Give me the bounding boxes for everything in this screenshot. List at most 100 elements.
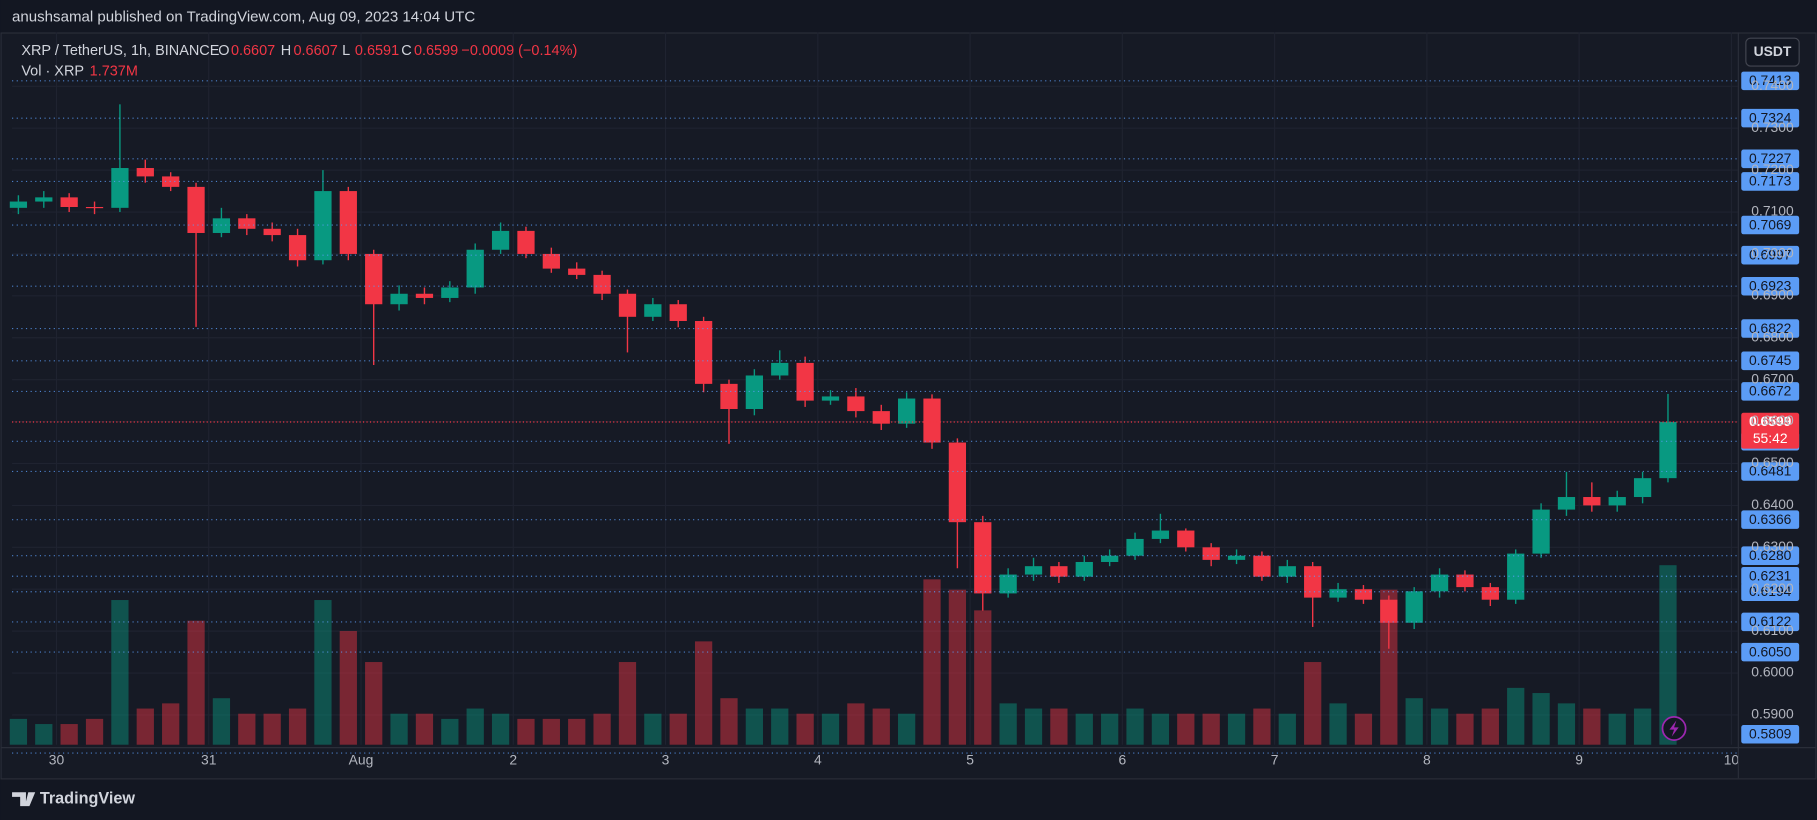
candle-body [923,398,941,443]
price-lines: 0.7413 0.7324 0.7227 0.7173 0.7069 0.6997 0.69… [12,71,1800,754]
price-line-label-box [1741,382,1800,401]
volume-bar [669,713,687,745]
candle-body [542,253,560,269]
candle-body [60,197,78,207]
candle-body [288,235,307,261]
candle-body [35,197,53,202]
volume-bar [466,708,484,745]
y-tick-label: 0.6600 [1751,412,1794,428]
volume-bar [162,703,180,745]
legend-key: L [342,43,350,59]
price-line-label: 0.6745 [1749,352,1792,368]
currency[interactable]: USDT [1754,43,1792,59]
volume-bar [1532,693,1550,745]
candle-body [771,362,789,376]
price-line-label-box [1741,319,1800,338]
price-line-label: 0.6122 [1749,613,1792,629]
volume-bar [542,718,560,745]
volume-bar [1583,708,1601,745]
candle-body [238,218,256,229]
candle-body [263,228,281,236]
x-tick-label: 10 [1724,752,1740,768]
volume-bar [1430,708,1449,745]
x-tick-label: 2 [509,752,517,768]
currency-button[interactable] [1745,37,1800,67]
volume-bar [1481,708,1499,745]
price-line-label: 0.5809 [1749,726,1792,742]
candle-body [1354,589,1373,600]
volume-bar [85,718,104,745]
volume-bar [1126,708,1144,745]
price-line-label: 0.7173 [1749,173,1792,189]
volume-bar [1101,713,1119,745]
y-tick-label: 0.6000 [1751,664,1794,680]
volume-bar [288,708,307,745]
volume-bar [745,708,763,745]
candle-body [1633,478,1652,498]
byline: anushsamal published on TradingView.com,… [12,8,475,25]
price-line-label-box [1741,149,1800,169]
candle-body [948,442,967,523]
legend: O 0.6607 H 0.6607 L 0.6591 C 0.6599 [218,43,458,59]
candle-body [745,375,763,410]
volume-bar [9,718,28,745]
volume-bar [365,662,383,745]
grid [12,32,1738,745]
volume-bar [568,718,586,745]
legend-value: 0.6607 [231,43,275,59]
volume-bar [1151,713,1170,745]
candle-body [212,218,231,233]
volume-bar [923,579,941,745]
candle-body [593,274,611,294]
volume-bar [1557,703,1576,745]
volume-bar [1075,713,1093,745]
volume-bar [111,600,129,745]
volume-bar [694,641,713,745]
volume-legend-label: Vol · XRP [21,64,84,80]
price-line-label-box [1741,642,1800,662]
candle-body [1659,422,1677,479]
candle-body [1202,547,1220,560]
legend-value: 0.6607 [293,43,337,59]
candle-body [1050,566,1068,577]
volume-bar [1354,713,1373,745]
volume-bar [720,698,738,745]
candle-body [1024,566,1043,575]
candle-body [1557,497,1576,510]
price-line-label: 0.6923 [1749,277,1792,293]
x-tick-label: 3 [662,752,670,768]
y-tick-label: 0.6100 [1751,622,1794,638]
candle-body [441,287,459,298]
volume-bar [517,718,535,745]
legend-key: O [218,43,229,59]
x-tick-label: 6 [1118,752,1126,768]
price-line-label: 0.7227 [1749,150,1792,166]
y-tick-label: 0.6800 [1751,328,1794,344]
candle-body [365,253,383,305]
candle-body [1253,555,1271,577]
volume-bar [1507,687,1525,745]
volume-bar [339,631,357,745]
y-tick-label: 0.7100 [1751,203,1794,219]
candle-body [1507,553,1525,600]
candle-body [1101,555,1119,562]
volume-bar [314,600,332,745]
volume-bar [1253,708,1271,745]
volume-bar [35,724,53,745]
price-line-label-box [1741,71,1800,91]
price-line-label-box [1741,582,1800,602]
volume-bar [390,713,408,745]
candle-body [1583,497,1601,506]
candle-body [1304,566,1322,598]
x-tick-label: 30 [49,752,65,768]
x-tick-label: Aug [349,752,374,768]
y-tick-label: 0.7400 [1751,77,1794,93]
last-price-box [1741,412,1800,449]
brand-logo [12,792,36,807]
y-tick-label: 0.6300 [1751,538,1794,554]
y-tick-label: 0.6700 [1751,370,1794,386]
candle-body [1430,574,1449,592]
price-line-label: 0.6481 [1749,463,1792,479]
